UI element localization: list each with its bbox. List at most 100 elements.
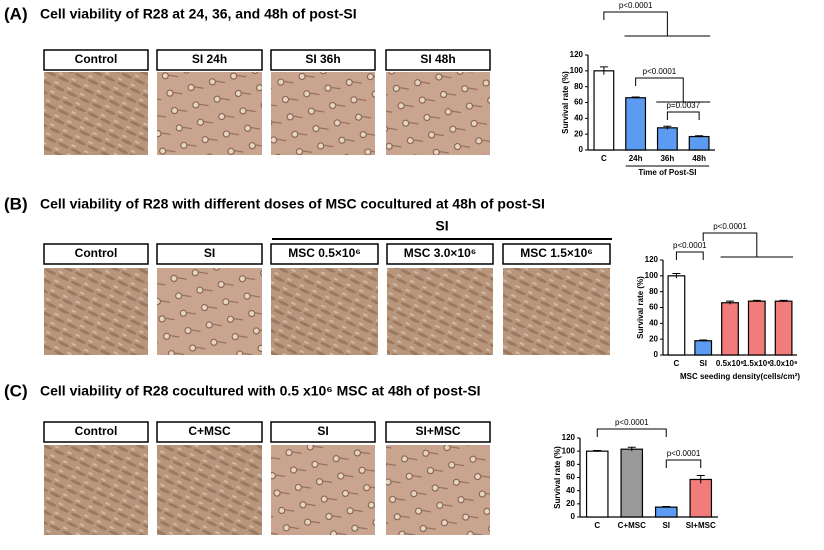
error-bar: [672, 272, 681, 279]
y-tick-label: 120: [645, 255, 659, 264]
error-bar: [662, 505, 671, 508]
image-label: Control: [75, 424, 118, 438]
x-tick-label: SI+MSC: [686, 521, 716, 530]
image-label-box: [270, 49, 376, 71]
error-bar: [599, 66, 608, 75]
image-label-box: [43, 421, 149, 443]
bar: [689, 478, 713, 518]
image-label-box: [502, 243, 611, 265]
image-label-box: [270, 243, 379, 265]
image-label: MSC 0.5×10⁶: [288, 246, 361, 260]
image-label-box: [270, 421, 376, 443]
panel-label: (B): [4, 194, 28, 213]
error-bar: [779, 299, 788, 302]
y-axis-label: Survival rate (%): [636, 276, 645, 339]
bar: [625, 97, 647, 151]
image-label-box: [43, 49, 149, 71]
p-value: p<0.0001: [615, 418, 649, 427]
micrograph: [503, 268, 610, 355]
y-tick-label: 120: [570, 50, 584, 59]
x-tick-label: 48h: [692, 154, 706, 163]
image-label: SI: [317, 424, 328, 438]
bar: [620, 448, 644, 518]
image-label: SI+MSC: [415, 424, 460, 438]
p-value: p=0.0037: [666, 101, 700, 110]
image-label-box: [156, 421, 263, 443]
bar: [694, 340, 713, 356]
image-label-box: [386, 243, 494, 265]
p-value: p<0.0001: [667, 449, 701, 458]
bracket: [702, 232, 758, 257]
bracket: [666, 111, 700, 120]
error-bar: [627, 446, 636, 452]
y-tick-label: 120: [562, 433, 576, 442]
panel-label: (A): [4, 4, 28, 23]
y-tick-label: 0: [654, 350, 659, 359]
x-axis-label: MSC seeding density(cells/cm²): [680, 372, 800, 381]
y-tick-label: 100: [562, 446, 576, 455]
micrograph: [157, 268, 262, 355]
panel-title: Cell viability of R28 at 24, 36, and 48h…: [40, 6, 357, 22]
bar: [593, 70, 615, 151]
error-bar: [593, 450, 602, 452]
y-tick-label: 80: [566, 459, 575, 468]
x-tick-label: 24h: [629, 154, 643, 163]
y-tick-label: 20: [574, 129, 583, 138]
bracket: [603, 11, 668, 36]
error-bar: [631, 96, 640, 99]
p-value: p<0.0001: [673, 241, 707, 250]
bar: [721, 302, 739, 356]
micrograph: [44, 445, 148, 535]
bar: [667, 275, 686, 356]
image-label-box: [156, 49, 263, 71]
bracket: [675, 251, 704, 260]
bar: [585, 450, 609, 518]
y-axis-label: Survival rate (%): [561, 71, 570, 134]
x-tick-label: SI: [662, 521, 670, 530]
x-tick-label: SI: [699, 359, 707, 368]
panel-title: Cell viability of R28 cocultured with 0.…: [40, 383, 481, 399]
micrograph: [271, 268, 378, 355]
panel-label: (C): [4, 381, 28, 400]
y-tick-label: 100: [570, 66, 584, 75]
error-bar: [726, 300, 734, 305]
x-tick-label: 3.0x10⁶: [770, 359, 798, 368]
y-axis-label: Survival rate (%): [553, 446, 562, 509]
y-tick-label: 40: [649, 318, 658, 327]
x-tick-label: C+MSC: [618, 521, 646, 530]
y-tick-label: 60: [649, 303, 658, 312]
y-tick-label: 100: [645, 271, 659, 280]
micrograph: [44, 268, 148, 355]
image-label: SI 36h: [305, 52, 340, 66]
bar: [656, 127, 678, 151]
image-label: MSC 3.0×10⁶: [404, 246, 477, 260]
error-bar: [699, 339, 708, 342]
x-tick-label: C: [601, 154, 607, 163]
y-tick-label: 60: [574, 98, 583, 107]
image-label: SI: [204, 246, 215, 260]
micrograph: [387, 268, 493, 355]
y-tick-label: 20: [566, 499, 575, 508]
bracket: [635, 77, 684, 102]
group-label: SI: [435, 218, 448, 234]
micrograph: [44, 72, 148, 155]
image-label: Control: [75, 52, 118, 66]
micrograph: [271, 445, 375, 535]
image-label-box: [43, 243, 149, 265]
error-bar: [695, 135, 704, 138]
bar: [774, 300, 793, 356]
p-value: p<0.0001: [643, 67, 677, 76]
bracket: [596, 428, 667, 437]
p-value: p<0.0001: [713, 222, 747, 231]
image-label-box: [156, 243, 263, 265]
bar: [747, 300, 766, 356]
x-tick-label: 1.5x10⁶: [743, 359, 771, 368]
x-tick-label: C: [594, 521, 600, 530]
error-bar: [663, 125, 672, 130]
y-tick-label: 60: [566, 473, 575, 482]
image-label-box: [385, 421, 491, 443]
micrograph: [271, 72, 375, 155]
micrograph: [386, 445, 490, 535]
x-axis-label: Time of Post-SI: [638, 168, 696, 177]
image-label: SI 24h: [192, 52, 227, 66]
